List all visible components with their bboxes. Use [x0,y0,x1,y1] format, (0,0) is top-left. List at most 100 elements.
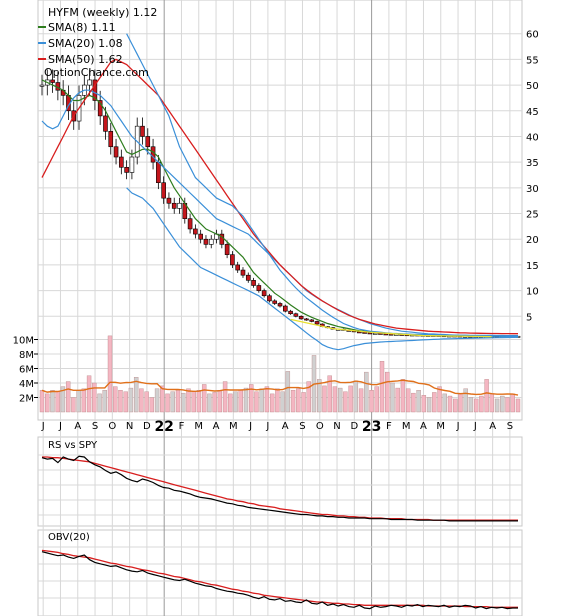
candle-body [251,280,256,286]
volume-bar [426,397,432,413]
volume-bar [181,392,186,413]
x-tick-label: 22 [154,419,173,435]
price-tick-label: 35 [526,158,539,169]
volume-bar [113,386,118,413]
volume-bar [128,387,134,413]
candle-body [208,238,214,245]
volume-bar [405,388,411,413]
volume-bar [374,386,379,413]
volume-bar [228,393,233,413]
volume-bar [416,390,421,413]
volume-bar [175,390,181,413]
price-tick-label: 50 [526,81,539,92]
candle-body [92,79,98,101]
candle-body [304,318,309,321]
volume-bar [71,397,76,413]
candle-body [256,285,262,291]
candle-body [282,305,288,312]
x-tick-label: A [282,421,289,432]
volume-tick-label: 8M [19,350,34,361]
volume-tick-label: 4M [19,379,34,390]
x-tick-label: A [489,421,496,432]
volume-bar [238,390,243,413]
volume-bar [400,379,406,413]
candle-body [277,303,283,307]
candle-body [87,79,92,86]
x-tick-label: O [316,421,324,432]
obv-label: OBV(20) [48,532,90,543]
candle-body [193,228,198,235]
volume-bar [264,386,270,413]
volume-tick-label: 6M [19,365,34,376]
volume-bar [118,390,123,413]
grid [37,0,523,616]
rs-label: RS vs SPY [48,440,98,451]
x-tick-label: D [350,421,358,432]
volume-bar [186,388,191,413]
x-tick-label: J [41,421,45,432]
candle-body [272,300,278,304]
price-tick-label: 15 [526,261,539,272]
x-tick-label: N [333,421,340,432]
candle-body [261,290,267,297]
x-tick-label: M [436,421,445,432]
volume-tick-label: 2M [19,394,34,405]
volume-bar [332,386,338,413]
volume-bar [468,397,474,413]
rs-frame [37,436,523,527]
candle-body [39,84,45,87]
candle-body [288,310,293,315]
volume-bar [353,380,359,413]
series-line-lower-band [126,187,519,351]
candle-body [314,321,320,325]
volume-bar [322,385,327,413]
price-frame [37,0,523,421]
volume-bar [395,387,400,413]
volume-bar [364,371,369,413]
volume-bar [212,392,217,413]
candle-body [187,218,193,230]
volume-bar [39,390,45,413]
volume-bar [45,393,50,413]
candle-body [113,146,119,158]
candle-body [298,316,304,320]
x-tick-label: J [473,421,477,432]
volume-bar [479,395,484,413]
legend: HYFM (weekly) 1.12 SMA(8) 1.11 SMA(20) 1… [38,6,157,79]
volume-bar [343,391,348,413]
x-tick-label: 23 [362,419,381,435]
candle-body [224,244,230,255]
volume-bar [458,392,463,413]
volume-bars [39,335,521,413]
volume-bar [149,397,155,413]
volume-bar [76,390,81,413]
x-tick-label: M [229,421,238,432]
price-tick-label: 10 [526,287,539,298]
volume-bar [317,379,322,413]
volume-bar [296,388,301,413]
volume-bar [123,391,128,413]
x-tick-label: J [58,421,62,432]
candle-body [166,197,172,204]
volume-tick-label: 10M [13,336,34,347]
volume-bar [453,398,458,413]
volume-bar [301,392,306,413]
volume-bar [207,393,212,413]
volume-bar [411,392,416,413]
volume-bar [505,397,510,413]
candle-body [50,79,55,83]
volume-bar [191,391,196,413]
price-tick-label: 40 [526,132,539,143]
candle-body [108,131,114,148]
volume-bar [217,390,223,413]
x-tick-label: F [179,421,185,432]
candle-body [161,182,166,199]
volume-bar [290,390,296,413]
volume-bar [358,388,364,413]
volume-bar [233,391,238,413]
series-line-yellow [290,318,492,338]
volume-bar [500,395,505,413]
volume-bar [484,379,489,413]
candle-body [235,264,240,271]
